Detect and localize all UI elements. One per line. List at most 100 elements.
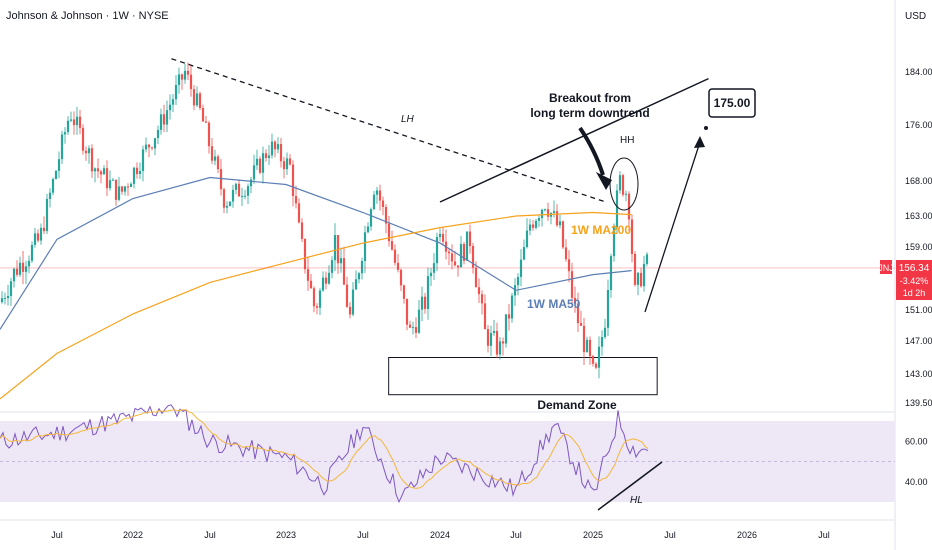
breakout-arrow [578, 126, 605, 176]
candle-body [207, 122, 211, 147]
candle-body [471, 246, 475, 268]
candle-body [366, 226, 370, 233]
candle-body [138, 171, 142, 175]
candle-body [552, 211, 556, 213]
candle-body [198, 93, 202, 108]
candle-body [426, 276, 430, 309]
candle-body [27, 260, 31, 267]
candle-body [498, 341, 502, 355]
candle-body [291, 164, 295, 197]
candle-body [33, 233, 37, 245]
candle-body [645, 254, 649, 264]
candle-body [234, 183, 238, 190]
candle-body [564, 247, 568, 260]
candle-body [267, 155, 271, 159]
time-tick-label: 2026 [737, 530, 757, 540]
candle-body [150, 147, 154, 149]
candle-body [387, 223, 391, 242]
candle-body [453, 261, 457, 266]
candle-body [447, 251, 451, 254]
ma50-label: 1W MA50 [527, 297, 581, 311]
candle-body [12, 268, 16, 282]
candle-body [402, 285, 406, 299]
candle-body [306, 269, 310, 281]
candle-body [546, 209, 550, 217]
candle-body [276, 144, 280, 150]
projection-arrowhead [694, 136, 705, 148]
candle-body [249, 179, 253, 187]
candle-body [264, 153, 268, 159]
price-tick-label: 159.00 [905, 242, 932, 252]
last-price-badge [896, 260, 932, 300]
candle-body [216, 156, 220, 170]
time-tick-label: 2024 [430, 530, 450, 540]
candle-body [381, 200, 385, 208]
last-price-value: 156.34 [899, 263, 930, 274]
candle-body [324, 277, 328, 284]
candle-body [24, 266, 28, 272]
candle-body [288, 158, 292, 165]
candle-body [147, 144, 151, 148]
candle-body [567, 259, 571, 272]
symbol-badge-text: JNJ [878, 263, 894, 273]
candle-body [627, 193, 631, 220]
candle-body [114, 179, 118, 200]
candle-body [423, 296, 427, 309]
candle-body [285, 158, 289, 170]
candle-body [639, 272, 643, 287]
candle-body [120, 186, 124, 192]
candle-body [357, 273, 361, 280]
candle-body [0, 298, 4, 303]
price-axis: 184.00 176.00 168.00 163.00 159.00 151.00 147.… [0, 67, 932, 487]
candle-body [624, 193, 628, 195]
candle-body [303, 238, 307, 270]
candle-body [174, 84, 178, 100]
candle-body [642, 263, 646, 287]
rsi-pane [0, 404, 895, 511]
breakout-circle [609, 157, 639, 211]
rsi-tick-label: 40.00 [905, 477, 928, 487]
candle-body [354, 279, 358, 290]
candle-body [396, 262, 400, 270]
time-tick-label: 2023 [276, 530, 296, 540]
candle-body [69, 119, 73, 121]
candle-body [474, 267, 478, 288]
candle-body [630, 219, 634, 254]
candle-body [390, 241, 394, 250]
candle-body [48, 192, 52, 199]
candle-body [30, 244, 34, 261]
time-tick-label: Jul [204, 530, 216, 540]
candle-body [435, 237, 439, 264]
ma200-label: 1W MA200 [571, 223, 631, 237]
candle-body [261, 153, 265, 173]
target-box [708, 88, 756, 118]
candle-body [345, 284, 349, 307]
candle-body [192, 89, 196, 106]
candle-body [561, 221, 565, 248]
candle-body [576, 303, 580, 324]
candle-body [348, 306, 352, 315]
candle-body [183, 70, 187, 80]
time-tick-label: Jul [51, 530, 63, 540]
candle-body [309, 280, 313, 289]
candle-body [273, 141, 277, 150]
candle-body [573, 297, 577, 304]
candle-body [3, 298, 7, 300]
candle-body [240, 196, 244, 198]
candle-body [63, 132, 67, 135]
candle-body [333, 235, 337, 261]
target-label: 175.00 [714, 96, 751, 110]
candle-body [156, 129, 160, 139]
candle-body [600, 337, 604, 347]
candle-body [351, 289, 355, 315]
demand-zone [388, 357, 658, 396]
candle-body [9, 281, 13, 296]
candle-body [135, 167, 139, 175]
candle-body [57, 159, 61, 171]
candle-body [222, 189, 226, 208]
candle-body [621, 175, 625, 195]
candle-body [486, 329, 490, 346]
candle-body [372, 194, 376, 210]
candle-body [126, 186, 130, 188]
